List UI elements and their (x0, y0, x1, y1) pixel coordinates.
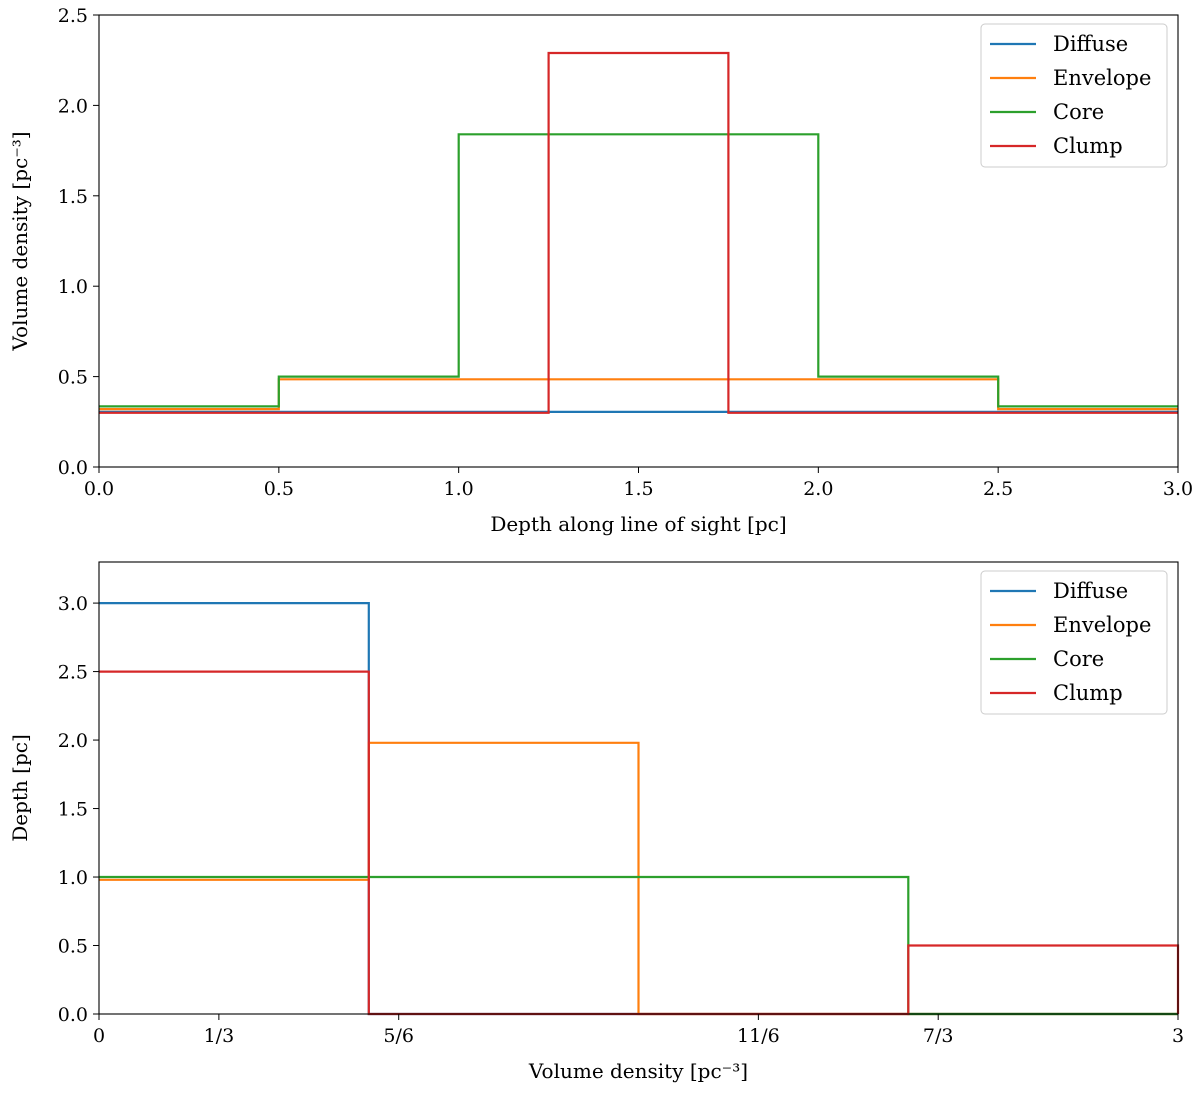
chart1-x-tick-label: 1.0 (444, 478, 474, 500)
chart1-x-tick-label: 2.0 (803, 478, 833, 500)
chart2-x-tick-label: 3 (1172, 1025, 1184, 1047)
chart1-legend-label-clump: Clump (1053, 134, 1123, 158)
chart2-frame (98, 561, 1179, 1015)
chart2-legend-label-diffuse: Diffuse (1053, 579, 1128, 603)
chart1-series-envelope (99, 378, 1178, 411)
chart1-series-clump (99, 51, 1178, 414)
chart1-y-tick-label: 2.0 (58, 95, 88, 117)
chart2-x-tick-label: 7/3 (923, 1025, 954, 1047)
chart2-legend-label-envelope: Envelope (1053, 613, 1151, 637)
chart2-series-envelope (99, 741, 1178, 1016)
chart1-legend-label-diffuse: Diffuse (1053, 32, 1128, 56)
chart1-legend-label-core: Core (1053, 100, 1104, 124)
chart1-y-tick-label: 0.5 (58, 367, 88, 389)
chart1-x-tick-label: 3.0 (1163, 478, 1193, 500)
chart1-x-tick-label: 0.0 (84, 478, 114, 500)
chart2-y-tick-label: 2.0 (58, 730, 88, 752)
chart2-x-tick-label: 0 (93, 1025, 105, 1047)
chart1-y-tick-label: 1.0 (58, 276, 88, 298)
chart1-y-axis-label: Volume density [pc⁻³] (8, 131, 32, 351)
chart2-y-tick-label: 1.5 (58, 799, 88, 821)
chart2-legend-box (980, 570, 1168, 715)
chart1-x-tick-label: 2.5 (983, 478, 1013, 500)
chart1-y-tick-label: 0.0 (58, 457, 88, 479)
chart2-y-tick-label: 2.5 (58, 662, 88, 684)
chart2-y-tick-label: 1.0 (58, 867, 88, 889)
chart1-series-core (99, 133, 1178, 408)
chart1-y-tick-label: 1.5 (58, 186, 88, 208)
chart2-y-tick-label: 0.0 (58, 1004, 88, 1026)
chart1-x-tick-label: 0.5 (264, 478, 294, 500)
chart2-y-tick-label: 0.5 (58, 936, 88, 958)
chart2-y-axis-label: Depth [pc] (8, 734, 32, 842)
chart2-x-tick-label: 1/3 (204, 1025, 235, 1047)
chart2-y-tick-label: 3.0 (58, 593, 88, 615)
chart1-y-tick-label: 2.5 (58, 5, 88, 27)
chart1-legend-box (980, 23, 1168, 168)
chart2-legend-label-clump: Clump (1053, 681, 1123, 705)
chart2-x-tick-label: 11/6 (737, 1025, 780, 1047)
chart2-legend-label-core: Core (1053, 647, 1104, 671)
chart2-x-tick-label: 5/6 (383, 1025, 414, 1047)
chart2-x-axis-label: Volume density [pc⁻³] (528, 1059, 748, 1083)
chart1-legend-label-envelope: Envelope (1053, 66, 1151, 90)
chart1-x-axis-label: Depth along line of sight [pc] (490, 512, 786, 536)
chart1-x-tick-label: 1.5 (623, 478, 653, 500)
